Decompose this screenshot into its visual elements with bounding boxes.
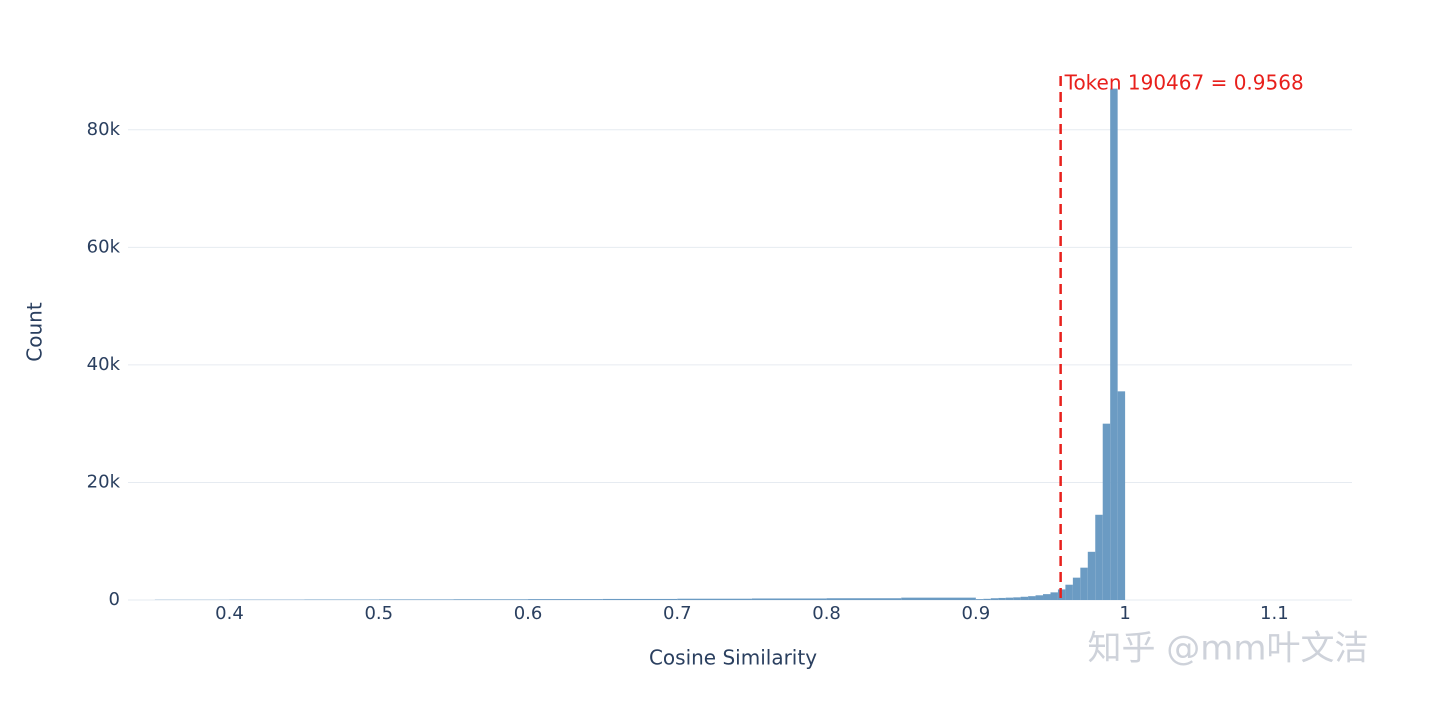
x-tick-label: 0.9 [962, 603, 991, 624]
y-tick-label: 60k [87, 236, 121, 257]
bar [901, 597, 976, 600]
x-tick-label: 0.5 [364, 603, 393, 624]
bar [1035, 595, 1044, 600]
bar [378, 599, 454, 600]
x-tick-label: 1.1 [1260, 603, 1289, 624]
bar [826, 598, 902, 600]
bar [751, 598, 827, 600]
bar [1095, 514, 1103, 600]
bar [1013, 597, 1021, 600]
bar [1080, 567, 1088, 600]
bar [1065, 584, 1073, 600]
bar [1087, 551, 1096, 600]
y-tick-label: 20k [87, 471, 121, 492]
bar [1117, 391, 1126, 600]
y-axis-title: Count [23, 302, 47, 362]
bar [1028, 596, 1036, 600]
y-tick-label: 80k [87, 119, 121, 140]
bar [990, 598, 999, 600]
bar [1043, 594, 1051, 600]
x-tick-label: 0.8 [812, 603, 841, 624]
x-tick-label: 0.4 [215, 603, 244, 624]
bar [1102, 423, 1111, 600]
bar [453, 599, 529, 600]
annotation-text: Token 190467 = 0.9568 [1064, 71, 1304, 95]
x-tick-label: 0.7 [663, 603, 692, 624]
y-tick-label: 0 [109, 589, 120, 610]
bar [1050, 592, 1058, 600]
bar [677, 598, 752, 600]
bar [602, 598, 678, 600]
x-tick-label: 1 [1119, 603, 1130, 624]
x-axis-title: Cosine Similarity [649, 646, 817, 670]
bar [1110, 88, 1118, 600]
watermark: 知乎 @mm叶文洁 [1087, 629, 1368, 669]
bar [1005, 597, 1014, 600]
bar [975, 599, 984, 600]
bar [998, 597, 1006, 600]
bar [1072, 577, 1081, 600]
x-tick-label: 0.6 [514, 603, 543, 624]
bar [528, 599, 603, 600]
bar [983, 598, 991, 600]
bar [1020, 596, 1029, 600]
y-tick-label: 40k [87, 354, 121, 375]
